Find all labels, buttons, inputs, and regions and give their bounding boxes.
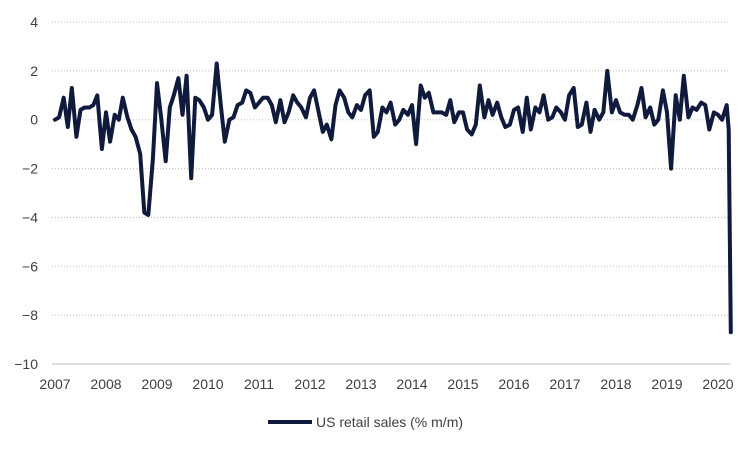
x-tick-label: 2011 — [244, 376, 274, 392]
x-tick-label: 2010 — [192, 376, 223, 392]
gridlines — [52, 21, 730, 365]
legend-label: US retail sales (% m/m) — [316, 414, 463, 430]
x-tick-label: 2015 — [447, 376, 478, 392]
y-tick-label: 2 — [30, 63, 38, 79]
x-axis-tick-labels: 2007 2008 2009 2010 2011 2012 2013 2014 2015 2016… — [39, 376, 733, 392]
legend: US retail sales (% m/m) — [268, 414, 463, 430]
x-tick-label: 2007 — [39, 376, 70, 392]
x-tick-label: 2009 — [141, 376, 172, 392]
y-tick-label: −2 — [22, 161, 38, 177]
y-tick-label: −8 — [22, 307, 38, 323]
y-tick-label: −6 — [22, 258, 38, 274]
x-tick-label: 2016 — [498, 376, 529, 392]
series-group — [53, 61, 733, 335]
x-tick-label: 2020 — [702, 376, 733, 392]
x-tick-label: 2018 — [600, 376, 631, 392]
x-tick-label: 2008 — [90, 376, 121, 392]
y-tick-label: −4 — [22, 209, 38, 225]
x-tick-label: 2017 — [549, 376, 580, 392]
y-tick-label: 0 — [30, 112, 38, 128]
x-tick-label: 2014 — [396, 376, 427, 392]
series-line-us-retail-sales — [53, 61, 733, 335]
y-tick-label: 4 — [30, 14, 38, 30]
y-tick-label: −10 — [14, 356, 38, 372]
x-tick-label: 2019 — [651, 376, 682, 392]
x-tick-label: 2012 — [294, 376, 325, 392]
x-tick-label: 2013 — [345, 376, 376, 392]
y-axis-tick-labels: 4 2 0 −2 −4 −6 −8 −10 — [14, 14, 38, 372]
